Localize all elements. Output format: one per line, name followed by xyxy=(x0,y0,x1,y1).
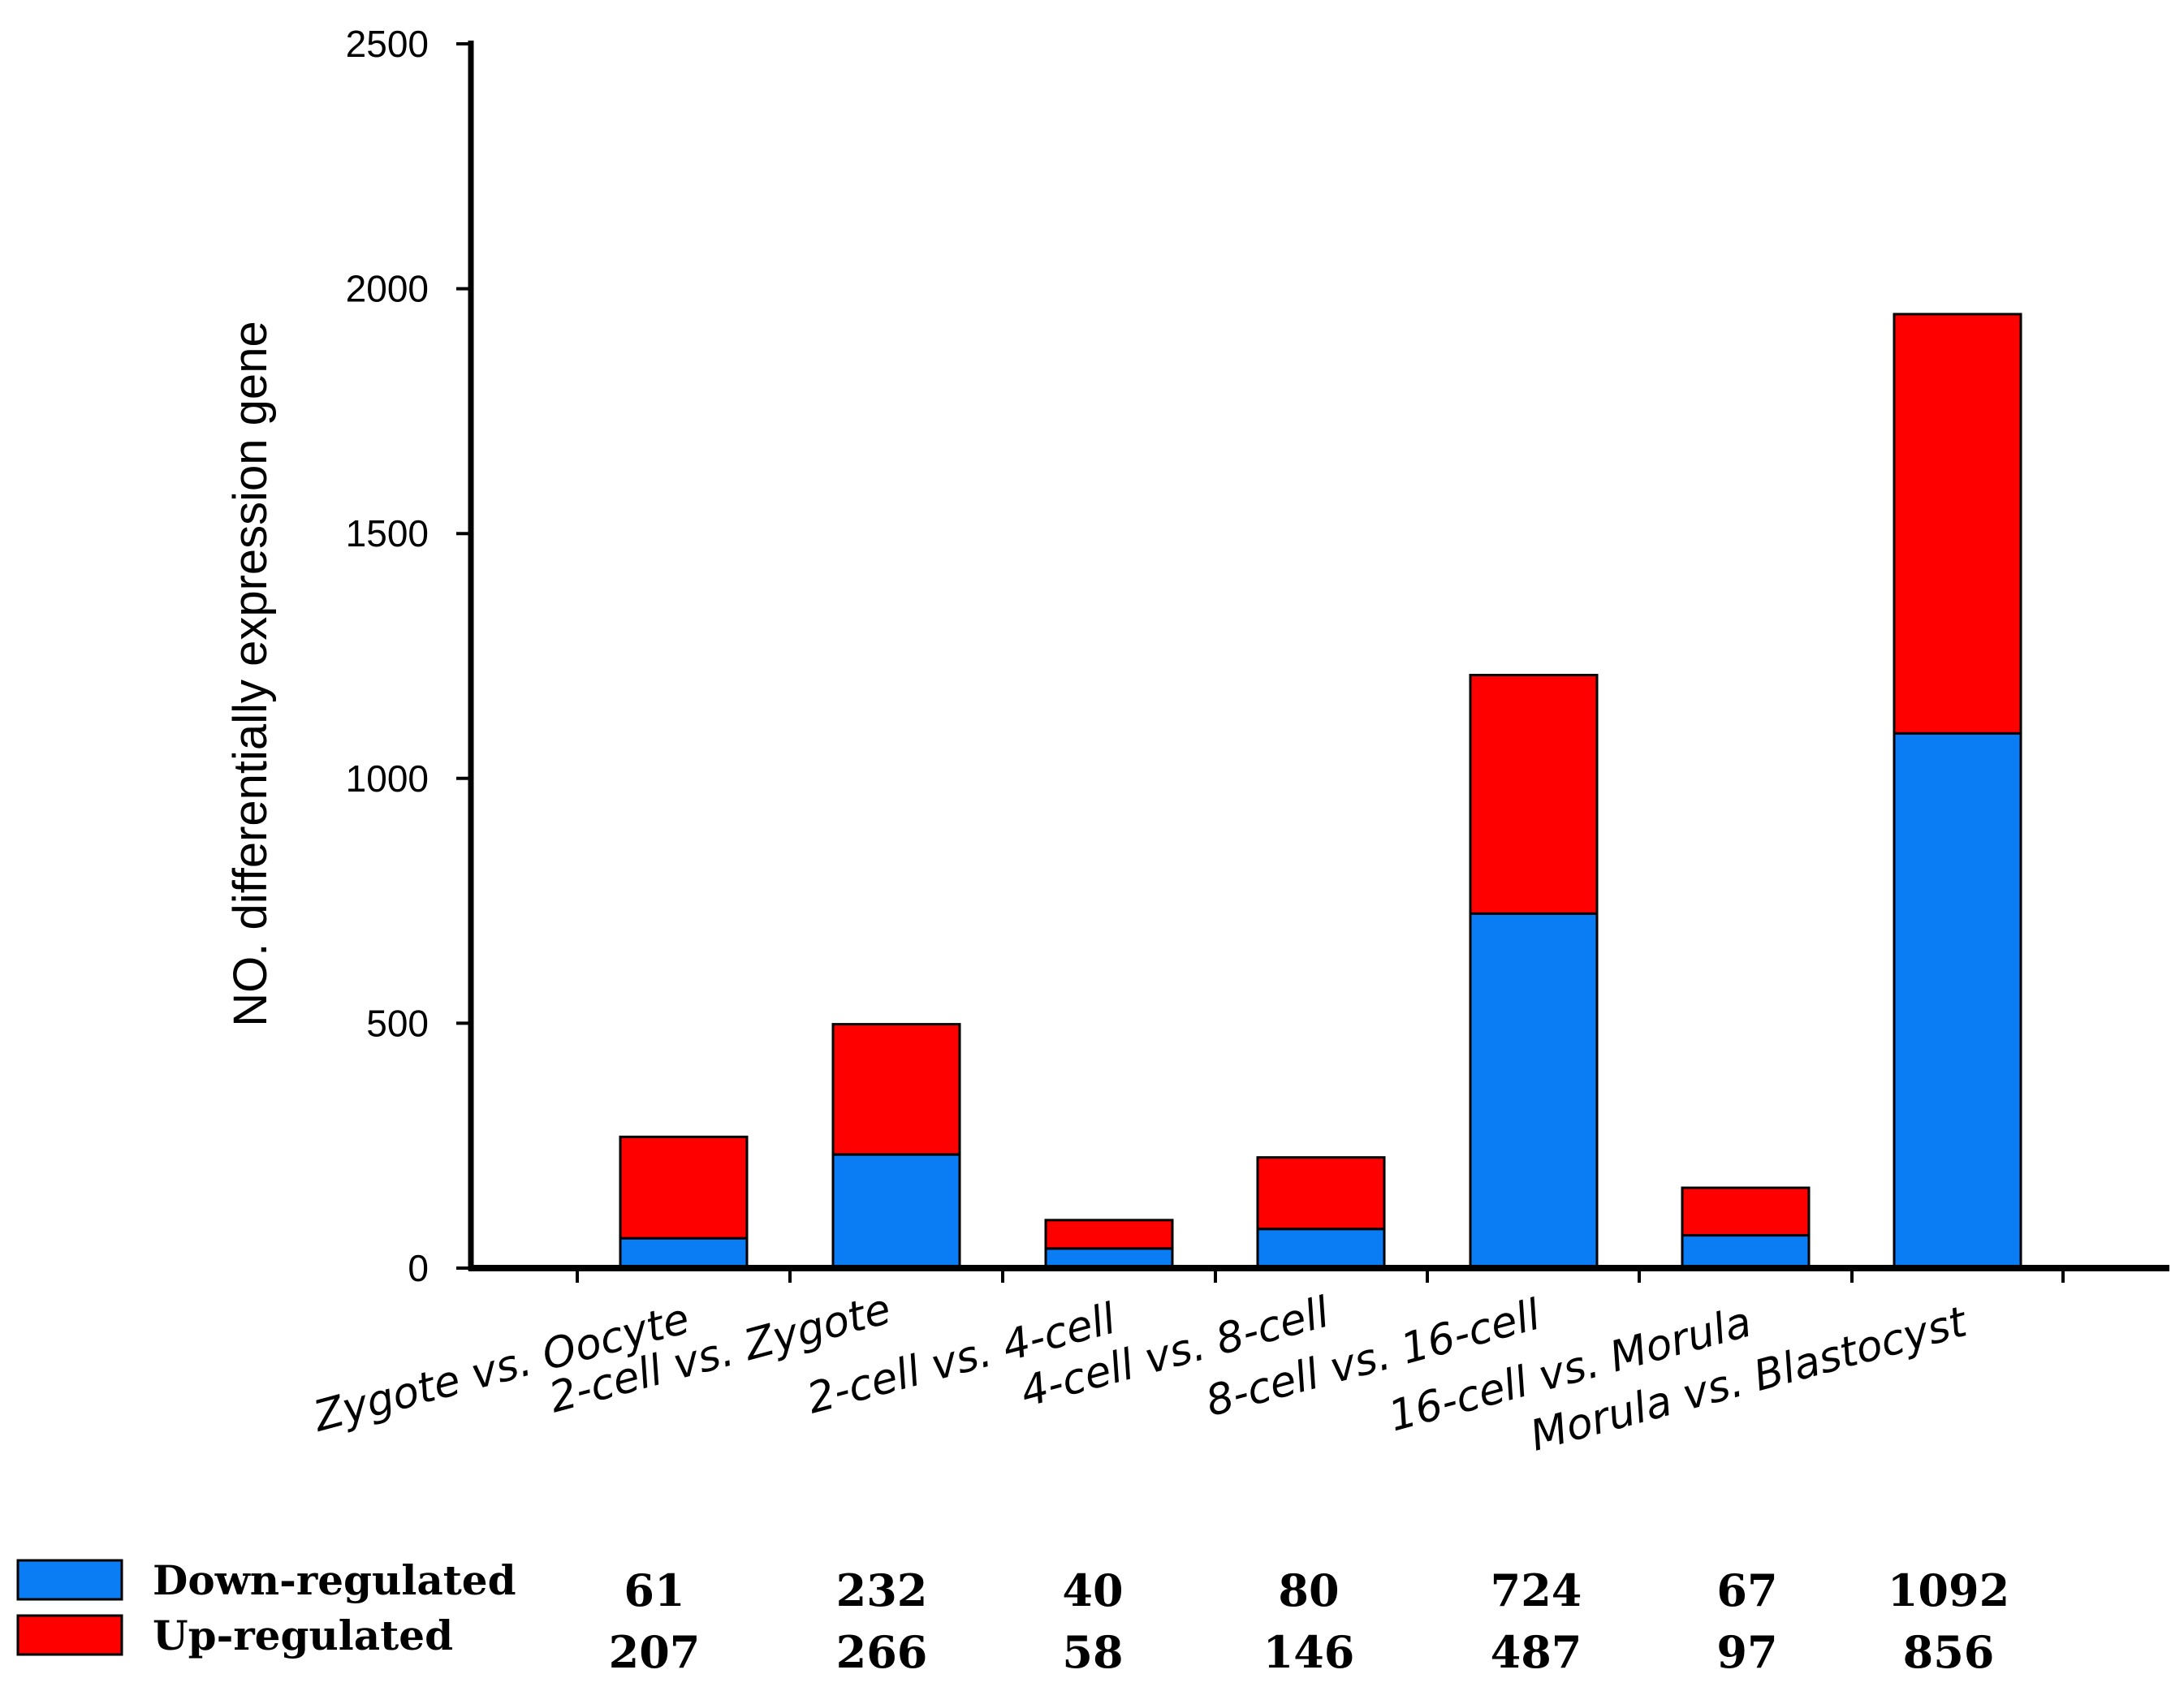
legend-swatch-down xyxy=(16,1559,123,1601)
value-table: 61 232 40 80 724 67 1092 207 266 58 146 487 97 856 xyxy=(609,1564,2010,1678)
bars-layer xyxy=(619,313,2022,1270)
bar-down-2 xyxy=(831,1153,961,1270)
y-tick-label-1000: 1000 xyxy=(346,757,429,800)
legend-swatch-up xyxy=(16,1614,123,1656)
table-value-down-7: 1092 xyxy=(1888,1564,2009,1616)
bar-down-5 xyxy=(1469,912,1599,1270)
bar-down-7 xyxy=(1893,731,2022,1270)
y-tick-label-500: 500 xyxy=(366,1002,429,1044)
table-value-down-5: 724 xyxy=(1491,1564,1582,1616)
table-value-up-7: 856 xyxy=(1903,1626,1995,1678)
bar-down-6 xyxy=(1681,1234,1811,1270)
table-value-up-3: 58 xyxy=(1062,1626,1123,1678)
legend-label-down: Down-regulated xyxy=(153,1556,516,1604)
bar-up-6 xyxy=(1681,1186,1811,1237)
bar-up-7 xyxy=(1893,313,2022,735)
y-tick-label-0: 0 xyxy=(408,1247,429,1289)
table-value-up-2: 266 xyxy=(836,1626,928,1678)
bar-up-2 xyxy=(831,1023,961,1156)
legend-label-up: Up-regulated xyxy=(153,1612,453,1659)
bar-up-5 xyxy=(1469,674,1599,915)
y-tick-label-2000: 2000 xyxy=(346,268,429,310)
bar-down-4 xyxy=(1256,1228,1386,1270)
bar-up-4 xyxy=(1256,1156,1386,1231)
bar-up-3 xyxy=(1044,1219,1174,1250)
table-value-up-5: 487 xyxy=(1491,1626,1582,1678)
table-value-down-4: 80 xyxy=(1278,1564,1339,1616)
y-axis-label: NO. differentially expression gene xyxy=(224,321,277,1026)
table-value-up-6: 97 xyxy=(1716,1626,1777,1678)
legend: Down-regulated Up-regulated xyxy=(16,1556,516,1659)
table-value-down-3: 40 xyxy=(1062,1564,1123,1616)
bar-up-1 xyxy=(619,1135,749,1240)
axes-layer xyxy=(468,41,2169,1283)
y-tick-label-2500: 2500 xyxy=(346,23,429,65)
table-value-down-1: 61 xyxy=(624,1564,684,1616)
table-value-up-1: 207 xyxy=(609,1626,701,1678)
y-tick-layer: 0 500 1000 1500 2000 2500 xyxy=(346,23,471,1289)
table-value-up-4: 146 xyxy=(1263,1626,1355,1678)
table-value-down-6: 67 xyxy=(1716,1564,1777,1616)
y-tick-label-1500: 1500 xyxy=(346,512,429,554)
bar-down-1 xyxy=(619,1236,749,1270)
table-value-down-2: 232 xyxy=(836,1564,928,1616)
